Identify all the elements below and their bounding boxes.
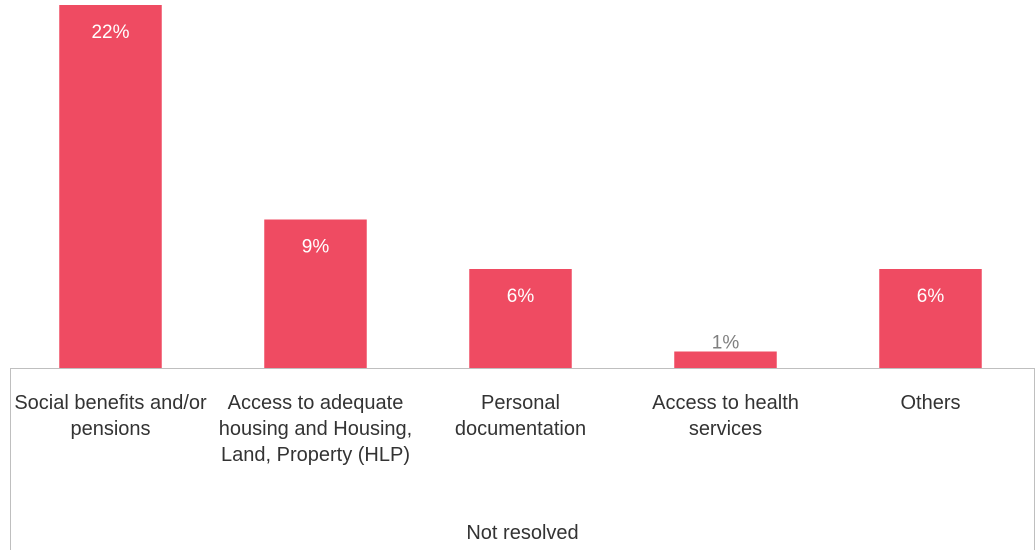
group-label: Not resolved bbox=[466, 522, 579, 544]
data-label: 1% bbox=[712, 333, 740, 354]
x-tick-label: Personal documentation bbox=[454, 392, 587, 440]
bar bbox=[879, 269, 982, 368]
data-label: 22% bbox=[91, 22, 129, 43]
data-label: 6% bbox=[917, 286, 945, 307]
x-tick-label: Social benefits and/or pensions bbox=[14, 392, 207, 440]
data-label: 9% bbox=[302, 237, 330, 258]
data-label: 6% bbox=[507, 286, 535, 307]
x-tick-label: Access to adequate housing and Housing, … bbox=[218, 392, 413, 466]
bar bbox=[674, 351, 777, 368]
x-tick-label: Others bbox=[900, 392, 961, 414]
bar bbox=[469, 269, 572, 368]
bar bbox=[264, 219, 367, 368]
bar bbox=[59, 5, 162, 368]
x-tick-label: Access to health services bbox=[652, 392, 799, 440]
